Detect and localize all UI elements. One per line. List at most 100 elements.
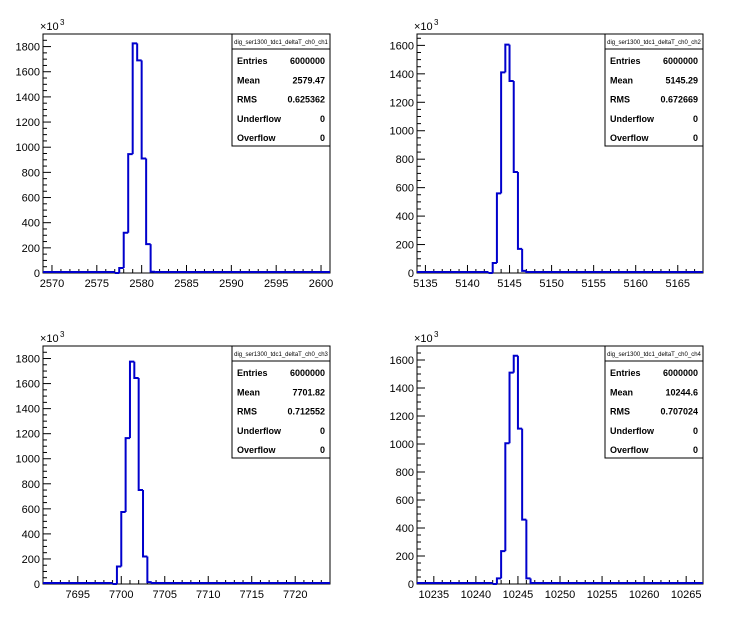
x-tick-label: 2585 bbox=[174, 278, 198, 290]
y-tick-label: 800 bbox=[22, 479, 40, 491]
y-tick-label: 1200 bbox=[16, 429, 40, 441]
stats-label: RMS bbox=[237, 95, 257, 105]
x-tick-label: 7720 bbox=[283, 589, 307, 601]
y-tick-label: 1400 bbox=[390, 69, 414, 81]
y-multiplier-exponent: 3 bbox=[60, 18, 65, 27]
y-multiplier-label: ×10 bbox=[40, 333, 59, 345]
y-tick-label: 200 bbox=[396, 551, 414, 563]
stats-label: Overflow bbox=[610, 445, 650, 455]
y-tick-label: 1000 bbox=[16, 142, 40, 154]
x-tick-label: 2570 bbox=[40, 278, 64, 290]
y-tick-label: 0 bbox=[408, 268, 414, 280]
stats-value: 6000000 bbox=[290, 368, 325, 378]
stats-value: 0.707024 bbox=[660, 407, 698, 417]
histogram-name: dig_ser1300_tdc1_deltaT_ch0_ch3 bbox=[234, 352, 328, 358]
histogram-bin bbox=[131, 42, 138, 155]
stats-value: 10244.6 bbox=[665, 387, 698, 397]
stats-value: 5145.29 bbox=[665, 75, 698, 85]
y-tick-label: 400 bbox=[396, 211, 414, 223]
y-tick-label: 1000 bbox=[16, 454, 40, 466]
x-tick-label: 5150 bbox=[539, 278, 563, 290]
histogram-bin bbox=[491, 262, 497, 273]
y-tick-label: 600 bbox=[396, 183, 414, 195]
stats-box-frame bbox=[231, 345, 331, 459]
x-tick-label: 7715 bbox=[239, 589, 263, 601]
y-multiplier-exponent: 3 bbox=[434, 330, 439, 339]
y-tick-label: 1000 bbox=[390, 126, 414, 138]
x-tick-label: 7705 bbox=[153, 589, 177, 601]
histogram-bin bbox=[500, 550, 506, 579]
y-tick-label: 200 bbox=[22, 243, 40, 255]
histogram-name: dig_ser1300_tdc1_deltaT_ch0_ch1 bbox=[234, 40, 328, 46]
histogram-name: dig_ser1300_tdc1_deltaT_ch0_ch2 bbox=[607, 40, 701, 46]
x-tick-label: 5145 bbox=[497, 278, 521, 290]
stats-label: Underflow bbox=[237, 114, 282, 124]
y-multiplier-label: ×10 bbox=[414, 21, 433, 33]
stats-label: Overflow bbox=[237, 445, 277, 455]
histogram-bin bbox=[137, 377, 144, 492]
y-tick-label: 800 bbox=[22, 167, 40, 179]
histogram-bin bbox=[508, 371, 514, 444]
y-tick-label: 1600 bbox=[390, 40, 414, 52]
x-tick-label: 2575 bbox=[85, 278, 109, 290]
histogram-bin bbox=[118, 266, 124, 273]
y-tick-label: 200 bbox=[396, 240, 414, 252]
x-tick-label: 5140 bbox=[455, 278, 479, 290]
stats-label: RMS bbox=[610, 407, 630, 417]
stats-box-frame bbox=[604, 33, 704, 147]
stats-label: Mean bbox=[610, 75, 633, 85]
stats-label: Mean bbox=[237, 75, 260, 85]
x-tick-label: 10250 bbox=[545, 589, 576, 601]
histogram-bin bbox=[516, 355, 523, 430]
stats-label: Entries bbox=[237, 368, 268, 378]
histogram-bin bbox=[500, 71, 506, 194]
y-tick-label: 400 bbox=[22, 529, 40, 541]
histogram-panel: 5135 5140 5145 5150 5155 5160 5165 0 200 400 600 80… bbox=[390, 18, 704, 290]
y-multiplier-label: ×10 bbox=[414, 333, 433, 345]
stats-value: 0 bbox=[693, 114, 698, 124]
stats-value: 6000000 bbox=[663, 368, 698, 378]
histogram-bin bbox=[495, 192, 502, 264]
histogram-name: dig_ser1300_tdc1_deltaT_ch0_ch4 bbox=[607, 352, 701, 358]
x-tick-label: 5160 bbox=[623, 278, 647, 290]
x-tick-label: 2580 bbox=[129, 278, 153, 290]
stats-value: 0 bbox=[693, 426, 698, 436]
stats-value: 0 bbox=[320, 114, 325, 124]
histogram-bin bbox=[525, 519, 531, 580]
x-tick-label: 2600 bbox=[309, 278, 333, 290]
stats-box: dig_ser1300_tdc1_deltaT_ch0_ch4 Entries 60… bbox=[604, 345, 704, 459]
stats-value: 6000000 bbox=[290, 56, 325, 66]
stats-value: 0 bbox=[320, 445, 325, 455]
stats-value: 6000000 bbox=[663, 56, 698, 66]
y-tick-label: 1200 bbox=[390, 411, 414, 423]
histogram-bin bbox=[512, 354, 518, 373]
histogram-bin bbox=[124, 437, 130, 512]
stats-box-frame bbox=[231, 33, 331, 147]
x-tick-label: 5165 bbox=[666, 278, 690, 290]
y-tick-label: 0 bbox=[408, 579, 414, 591]
stats-label: Entries bbox=[610, 368, 641, 378]
y-multiplier-exponent: 3 bbox=[434, 18, 439, 27]
histogram-bin bbox=[140, 60, 147, 160]
y-tick-label: 800 bbox=[396, 154, 414, 166]
y-tick-label: 1400 bbox=[16, 92, 40, 104]
histogram-panel: 10235 10240 10245 10250 10255 10260 10265 0 200 4… bbox=[390, 330, 704, 601]
stats-value: 0 bbox=[693, 133, 698, 143]
stats-value: 0.712552 bbox=[287, 407, 325, 417]
stats-value: 0.672669 bbox=[660, 95, 698, 105]
stats-value: 0 bbox=[320, 426, 325, 436]
y-tick-label: 1600 bbox=[390, 355, 414, 367]
histogram-bin bbox=[508, 44, 514, 82]
histogram-bin bbox=[136, 43, 142, 62]
y-tick-label: 600 bbox=[22, 504, 40, 516]
histogram-bin bbox=[128, 360, 135, 439]
y-tick-label: 0 bbox=[34, 268, 40, 280]
stats-label: RMS bbox=[610, 95, 630, 105]
histogram-bin bbox=[149, 244, 156, 273]
y-tick-label: 800 bbox=[396, 467, 414, 479]
y-tick-label: 0 bbox=[34, 579, 40, 591]
x-tick-label: 10255 bbox=[587, 589, 618, 601]
histogram-bin bbox=[512, 80, 518, 173]
x-tick-label: 2590 bbox=[219, 278, 243, 290]
